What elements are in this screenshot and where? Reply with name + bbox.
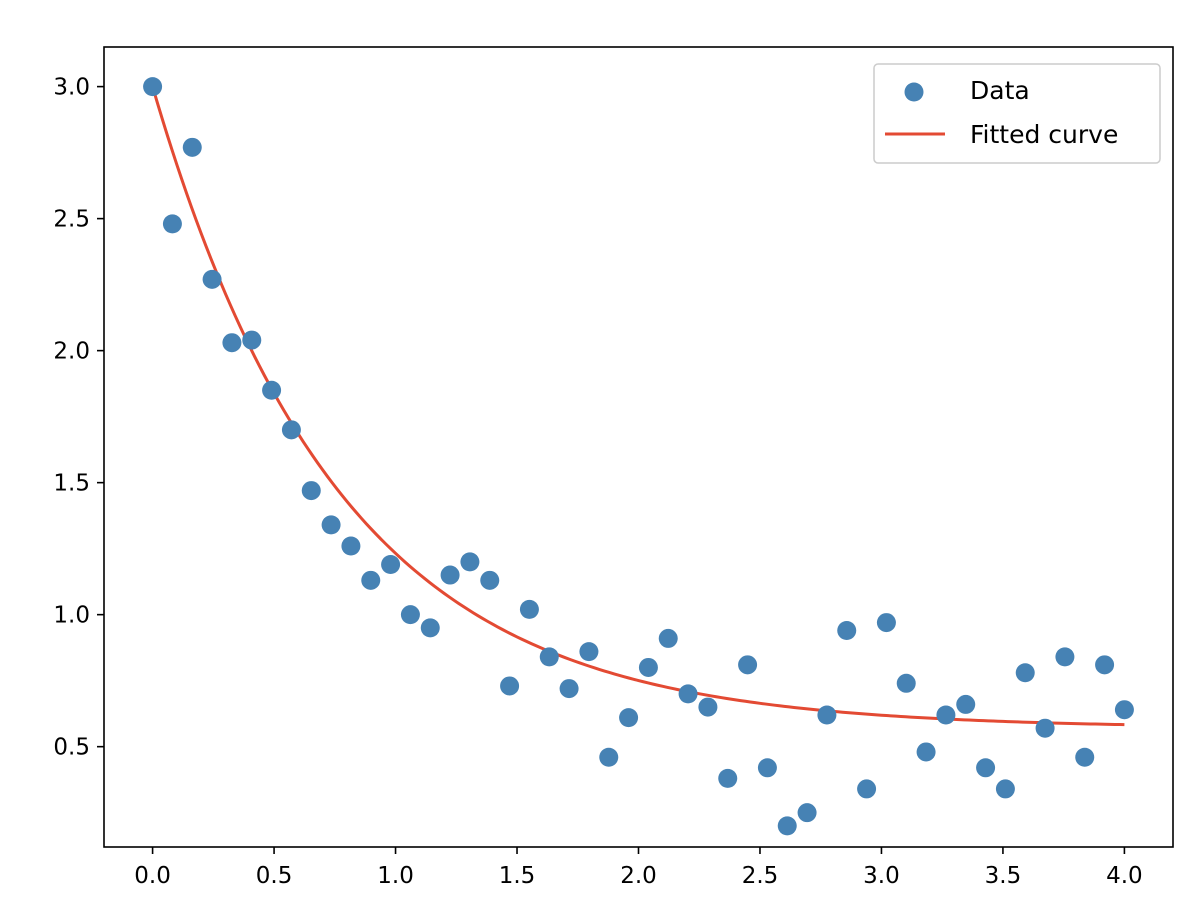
fitted-curve-series	[151, 86, 1125, 727]
data-point	[480, 570, 500, 590]
data-point	[638, 657, 658, 677]
data-point	[262, 380, 282, 400]
data-point	[995, 779, 1015, 799]
data-point	[381, 554, 401, 574]
x-tick-label: 1.5	[499, 863, 536, 889]
data-point	[1015, 663, 1035, 683]
y-tick-label: 3.0	[53, 75, 90, 101]
x-tick-label: 2.5	[742, 863, 779, 889]
data-point	[559, 679, 579, 699]
data-point	[321, 515, 341, 535]
data-point	[579, 642, 599, 662]
data-point	[1075, 747, 1095, 767]
x-tick-label: 0.5	[256, 863, 293, 889]
data-point	[916, 742, 936, 762]
legend-box	[873, 63, 1161, 164]
data-point	[757, 758, 777, 778]
x-tick-label: 4.0	[1106, 863, 1143, 889]
legend-data-label: Data	[970, 76, 1030, 105]
data-point	[599, 747, 619, 767]
data-point	[341, 536, 361, 556]
data-point	[222, 333, 242, 353]
data-point	[1095, 655, 1115, 675]
data-point	[936, 705, 956, 725]
data-point	[837, 620, 857, 640]
x-tick-label: 3.0	[863, 863, 900, 889]
data-point	[896, 673, 916, 693]
x-tick-label: 3.5	[985, 863, 1022, 889]
data-point	[857, 779, 877, 799]
data-point	[956, 694, 976, 714]
axes-frame	[103, 46, 1174, 848]
plot-area	[103, 46, 1174, 848]
x-axis: 0.0 0.5 1.0 1.5 2.0 2.5 3.0 3.5 4.0	[134, 847, 1143, 889]
data-point	[718, 768, 738, 788]
data-point	[143, 77, 163, 97]
data-point	[658, 628, 678, 648]
data-point	[301, 481, 321, 501]
data-point	[162, 214, 182, 234]
data-point	[440, 565, 460, 585]
data-point	[460, 552, 480, 572]
data-point	[361, 570, 381, 590]
fitted-curve-line	[151, 86, 1125, 727]
data-point	[619, 708, 639, 728]
data-point	[281, 420, 301, 440]
data-point	[1035, 718, 1055, 738]
data-series	[143, 77, 1134, 836]
data-point	[539, 647, 559, 667]
x-tick-label: 1.0	[377, 863, 414, 889]
data-point	[738, 655, 758, 675]
legend: Data Fitted curve	[873, 63, 1161, 164]
legend-curve-label: Fitted curve	[970, 120, 1118, 149]
data-point	[519, 599, 539, 619]
y-tick-label: 2.5	[53, 207, 90, 233]
data-point	[698, 697, 718, 717]
data-point	[500, 676, 520, 696]
data-point	[678, 684, 698, 704]
y-tick-label: 2.0	[53, 339, 90, 365]
data-point	[1055, 647, 1075, 667]
y-tick-label: 1.0	[53, 603, 90, 629]
data-point	[976, 758, 996, 778]
data-point	[420, 618, 440, 638]
y-tick-label: 0.5	[53, 735, 90, 761]
data-point	[182, 137, 202, 157]
data-point	[242, 330, 262, 350]
y-axis: 0.5 1.0 1.5 2.0 2.5 3.0	[53, 75, 104, 761]
data-point	[797, 803, 817, 823]
y-tick-label: 1.5	[53, 471, 90, 497]
data-point	[817, 705, 837, 725]
legend-data-marker	[904, 82, 924, 102]
data-point	[777, 816, 797, 836]
data-point	[1114, 700, 1134, 720]
data-point	[202, 269, 222, 289]
data-point	[876, 613, 896, 633]
x-tick-label: 0.0	[134, 863, 171, 889]
x-tick-label: 2.0	[620, 863, 657, 889]
data-point	[400, 605, 420, 625]
